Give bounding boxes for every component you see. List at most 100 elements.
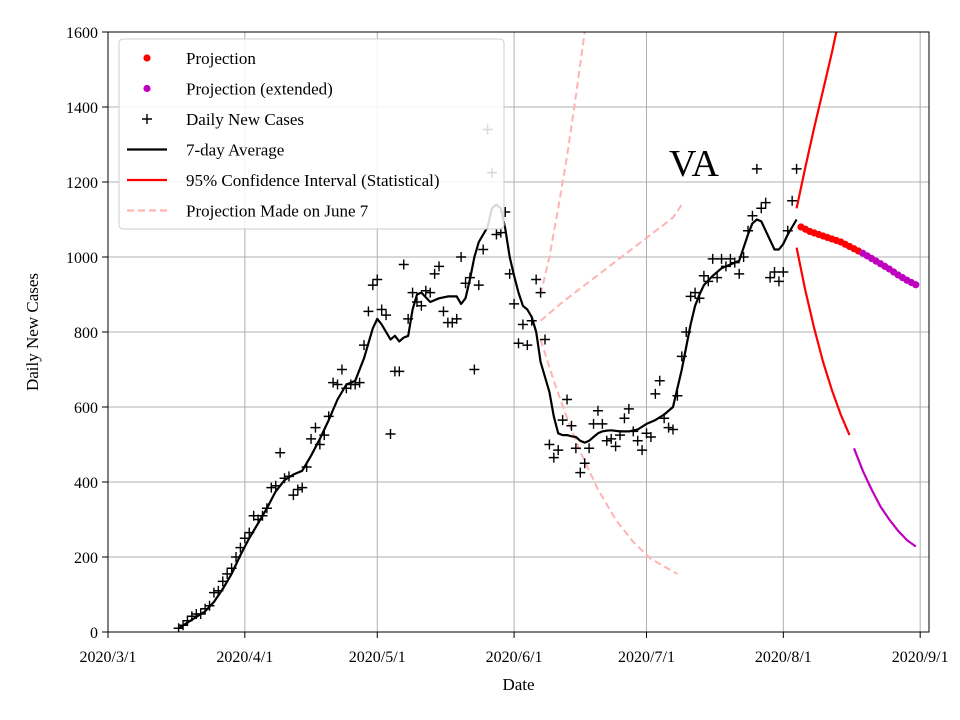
daily-new-cases-point [491, 229, 502, 240]
series-layer [173, 32, 920, 632]
daily-new-cases-point [354, 377, 365, 388]
daily-new-cases-point [637, 445, 648, 456]
axis-ticks: 2020/3/1 2020/4/1 2020/5/1 2020/6/1 2020/7/1… [66, 25, 949, 666]
daily-new-cases-point [504, 268, 515, 279]
daily-new-cases-point [650, 388, 661, 399]
x-tick-label: 2020/3/1 [80, 649, 137, 666]
daily-new-cases-point [584, 443, 595, 454]
daily-new-cases-point [328, 377, 339, 388]
daily-new-cases-point [570, 443, 581, 454]
daily-new-cases-point [257, 510, 268, 521]
daily-new-cases-point [760, 197, 771, 208]
daily-new-cases-point [478, 244, 489, 255]
daily-new-cases-point [438, 306, 449, 317]
daily-new-cases-point [562, 394, 573, 405]
y-tick-label: 800 [74, 325, 98, 342]
daily-new-cases-point [306, 433, 317, 444]
daily-new-cases-point [213, 585, 224, 596]
chart-annotation: VA [669, 143, 720, 185]
legend: Projection Projection (extended) Daily New… [118, 38, 505, 230]
legend-marker-daily-new-cases [142, 114, 152, 124]
daily-new-cases-point [654, 375, 665, 386]
95-confidence-interval-statistical-line [795, 32, 838, 209]
7-day-average-line [178, 203, 798, 630]
daily-new-cases-point [231, 552, 242, 562]
daily-new-cases-point [606, 433, 617, 444]
daily-new-cases-point [729, 257, 740, 268]
daily-new-cases-point [385, 429, 396, 439]
daily-new-cases-point [416, 300, 427, 311]
daily-new-cases-point [517, 319, 528, 330]
legend-label-7-day-average: 7-day Average [186, 141, 284, 160]
daily-new-cases-point [610, 441, 621, 452]
x-tick-label: 2020/6/1 [486, 649, 543, 666]
daily-new-cases-point [359, 340, 370, 351]
daily-new-cases-point [535, 287, 546, 298]
x-tick-label: 2020/5/1 [349, 649, 406, 666]
y-tick-label: 1000 [66, 250, 98, 267]
95-confidence-interval-statistical-line [795, 247, 851, 436]
daily-new-cases-point [672, 390, 683, 401]
daily-new-cases-point [336, 364, 347, 375]
daily-new-cases-point [782, 225, 793, 236]
daily-new-cases-point [451, 313, 462, 324]
daily-new-cases-point [332, 379, 343, 390]
daily-new-cases-point [226, 563, 237, 574]
daily-new-cases-point [539, 334, 550, 345]
daily-new-cases-point [464, 272, 475, 283]
daily-new-cases-point [376, 304, 387, 315]
daily-new-cases-point [601, 435, 612, 446]
daily-new-cases-point [566, 420, 577, 431]
daily-new-cases-point [407, 287, 418, 298]
daily-new-cases-point [456, 252, 467, 262]
daily-new-cases-point [690, 287, 701, 298]
daily-new-cases-point [279, 473, 290, 484]
daily-new-cases-point [592, 405, 603, 416]
daily-new-cases-point [381, 310, 392, 321]
daily-new-cases-point [288, 490, 299, 501]
daily-new-cases-point [698, 270, 709, 281]
daily-new-cases-point [513, 338, 524, 349]
daily-new-cases-point [632, 435, 643, 446]
projection-made-on-june-7-line [539, 203, 683, 322]
daily-new-cases-point [239, 533, 250, 544]
daily-new-cases-point [751, 163, 762, 174]
y-tick-label: 1600 [66, 25, 98, 42]
daily-new-cases-point [522, 340, 533, 351]
daily-new-cases-point [394, 366, 405, 377]
daily-new-cases-point [275, 447, 286, 458]
daily-new-cases-point [588, 418, 599, 429]
daily-new-cases-point [420, 285, 431, 296]
daily-new-cases-point [575, 467, 586, 478]
daily-new-cases-point [350, 379, 361, 390]
daily-new-cases-point [712, 272, 723, 283]
daily-new-cases-point [319, 430, 330, 441]
projection-made-on-june-7-line [539, 339, 678, 575]
daily-new-cases-point [619, 413, 630, 424]
x-axis-label: Date [502, 675, 534, 694]
daily-new-cases-point [367, 280, 378, 291]
daily-new-cases-point [398, 259, 409, 270]
y-tick-label: 1400 [66, 100, 98, 117]
y-tick-label: 0 [90, 625, 98, 642]
daily-new-cases-point [756, 203, 767, 214]
projection-extended-line [852, 447, 917, 548]
legend-label-95-confidence-interval-statistical: 95% Confidence Interval (Statistical) [186, 171, 440, 190]
daily-new-cases-point [217, 576, 228, 587]
x-tick-label: 2020/9/1 [892, 649, 949, 666]
daily-new-cases-point [204, 600, 215, 611]
y-axis-label: Daily New Cases [23, 273, 42, 391]
daily-new-cases-point [734, 268, 745, 279]
daily-new-cases-point [659, 413, 670, 424]
y-tick-label: 1200 [66, 175, 98, 192]
daily-new-cases-point [769, 267, 780, 277]
legend-box [118, 38, 505, 230]
legend-label-projection-made-on-june-7: Projection Made on June 7 [186, 202, 369, 221]
y-tick-label: 600 [74, 400, 98, 417]
daily-new-cases-point [283, 471, 294, 482]
daily-new-cases-point [663, 422, 674, 433]
daily-new-cases-point [310, 422, 321, 433]
y-tick-label: 400 [74, 475, 98, 492]
daily-new-cases-point [676, 351, 687, 362]
daily-new-cases-point [791, 163, 802, 174]
